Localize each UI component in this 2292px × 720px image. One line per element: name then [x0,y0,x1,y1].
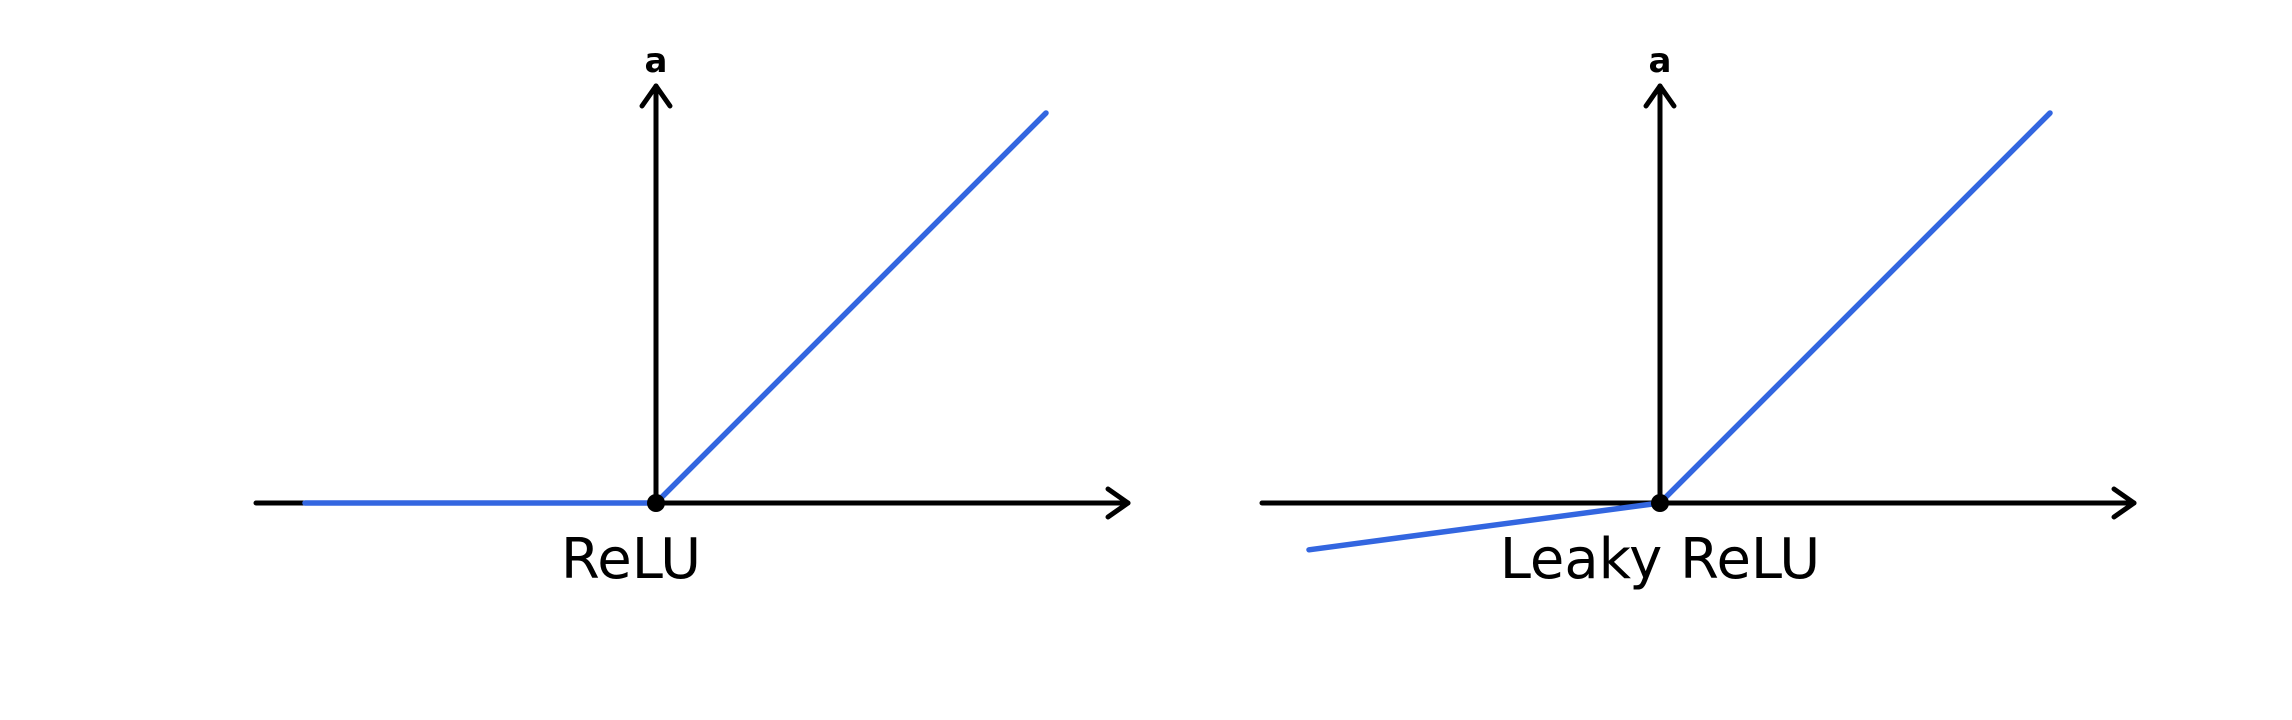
leaky-relu-y-arrow-icon [1643,83,1677,109]
relu-x-arrow-icon [1105,486,1131,520]
leaky-relu-x-arrow-icon [2111,486,2137,520]
relu-y-arrow-icon [639,83,673,109]
leaky-relu-origin-dot [1651,494,1669,512]
relu-plot: a ReLU [253,41,1131,592]
leaky-relu-y-axis-label: a [1649,41,1672,81]
leaky-relu-series-line [1306,110,2053,553]
relu-origin-dot [647,494,665,512]
leaky-relu-title: Leaky ReLU [1500,527,1821,592]
leaky-relu-plot: a Leaky ReLU [1259,41,2137,592]
relu-series-line [302,110,1049,506]
relu-y-axis-label: a [645,41,668,81]
relu-title: ReLU [561,527,701,592]
